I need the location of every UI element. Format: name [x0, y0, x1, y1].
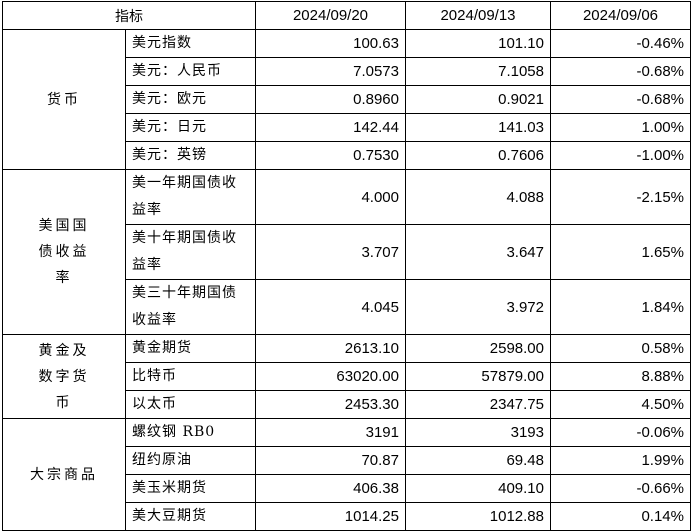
change-percent: 4.50%: [550, 390, 691, 419]
value-current: 4.000: [255, 169, 406, 225]
table-row: 比特币 63020.00 57879.00 8.88%: [3, 362, 691, 391]
value-previous: 2347.75: [405, 390, 551, 419]
indicator-name: 比特币: [125, 362, 256, 391]
change-percent: -0.46%: [550, 29, 691, 58]
header-date-1: 2024/09/20: [255, 1, 406, 30]
table-row: 美国国债收益率 美一年期国债收益率 4.000 4.088 -2.15%: [2, 169, 691, 335]
change-percent: 8.88%: [550, 362, 691, 391]
indicator-name: 螺纹钢 RB0: [125, 418, 256, 447]
header-indicator: 指标: [2, 1, 256, 30]
value-previous: 57879.00: [405, 362, 551, 391]
value-current: 3.707: [255, 224, 406, 280]
category-label: 大宗商品: [30, 466, 98, 483]
value-current: 7.0573: [255, 57, 406, 86]
value-previous: 3193: [405, 418, 551, 447]
table-row: 黄金及数字货币 黄金期货 2613.10 2598.00 0.58%: [2, 334, 691, 419]
table-row: 美元：日元 142.44 141.03 1.00%: [3, 113, 691, 142]
value-previous: 1012.88: [405, 502, 551, 531]
change-percent: 1.84%: [550, 279, 691, 335]
category-cell: 货币: [2, 29, 126, 170]
value-previous: 0.9021: [405, 85, 551, 114]
indicator-name: 美一年期国债收益率: [125, 169, 256, 225]
value-previous: 3.972: [405, 279, 551, 335]
value-current: 3191: [255, 418, 406, 447]
header-date-2: 2024/09/13: [405, 1, 551, 30]
indicator-name: 美元：日元: [125, 113, 256, 142]
change-percent: 1.00%: [550, 113, 691, 142]
value-current: 2453.30: [255, 390, 406, 419]
header-row: 指标 2024/09/20 2024/09/13 2024/09/06: [2, 1, 691, 30]
table-row: 美元：英镑 0.7530 0.7606 -1.00%: [3, 141, 691, 170]
table-row: 纽约原油 70.87 69.48 1.99%: [3, 446, 691, 475]
value-current: 100.63: [255, 29, 406, 58]
indicator-name: 美元：英镑: [125, 141, 256, 170]
change-percent: 1.65%: [550, 224, 691, 280]
value-current: 142.44: [255, 113, 406, 142]
value-previous: 0.7606: [405, 141, 551, 170]
category-label: 黄金及数字货币: [38, 342, 90, 411]
value-current: 4.045: [255, 279, 406, 335]
value-current: 2613.10: [255, 334, 406, 363]
indicator-name: 美大豆期货: [125, 502, 256, 531]
table-row: 美十年期国债收益率 3.707 3.647 1.65%: [3, 224, 691, 280]
change-percent: 0.14%: [550, 502, 691, 531]
change-percent: -1.00%: [550, 141, 691, 170]
change-percent: -0.66%: [550, 474, 691, 503]
value-previous: 7.1058: [405, 57, 551, 86]
indicator-name: 美三十年期国债收益率: [125, 279, 256, 335]
indicator-name: 以太币: [125, 390, 256, 419]
category-cell: 黄金及数字货币: [2, 334, 126, 419]
value-current: 406.38: [255, 474, 406, 503]
indicator-name: 黄金期货: [125, 334, 256, 363]
value-previous: 4.088: [405, 169, 551, 225]
change-percent: -0.68%: [550, 85, 691, 114]
value-previous: 101.10: [405, 29, 551, 58]
table-row: 美元：欧元 0.8960 0.9021 -0.68%: [3, 85, 691, 114]
value-current: 70.87: [255, 446, 406, 475]
value-current: 63020.00: [255, 362, 406, 391]
table-row: 美元：人民币 7.0573 7.1058 -0.68%: [3, 57, 691, 86]
category-label: 美国国债收益率: [38, 218, 90, 286]
value-current: 0.7530: [255, 141, 406, 170]
value-previous: 3.647: [405, 224, 551, 280]
table-row: 货币 美元指数 100.63 101.10 -0.46%: [2, 29, 691, 170]
indicator-name: 美元：人民币: [125, 57, 256, 86]
value-current: 1014.25: [255, 502, 406, 531]
category-label: 货币: [47, 91, 81, 108]
value-previous: 409.10: [405, 474, 551, 503]
change-percent: -0.68%: [550, 57, 691, 86]
indicator-name: 美元指数: [125, 29, 256, 58]
indicator-name: 美十年期国债收益率: [125, 224, 256, 280]
indicator-name: 纽约原油: [125, 446, 256, 475]
indicator-name: 美元：欧元: [125, 85, 256, 114]
category-cell: 美国国债收益率: [2, 169, 126, 335]
value-previous: 69.48: [405, 446, 551, 475]
table-row: 美玉米期货 406.38 409.10 -0.66%: [3, 474, 691, 503]
change-percent: 1.99%: [550, 446, 691, 475]
header-date-3: 2024/09/06: [550, 1, 691, 30]
value-previous: 2598.00: [405, 334, 551, 363]
table-row: 大宗商品 螺纹钢 RB0 3191 3193 -0.06%: [2, 418, 691, 531]
change-percent: -0.06%: [550, 418, 691, 447]
value-current: 0.8960: [255, 85, 406, 114]
change-percent: -2.15%: [550, 169, 691, 225]
table-row: 以太币 2453.30 2347.75 4.50%: [3, 390, 691, 419]
category-cell: 大宗商品: [2, 418, 126, 531]
indicator-name: 美玉米期货: [125, 474, 256, 503]
value-previous: 141.03: [405, 113, 551, 142]
change-percent: 0.58%: [550, 334, 691, 363]
